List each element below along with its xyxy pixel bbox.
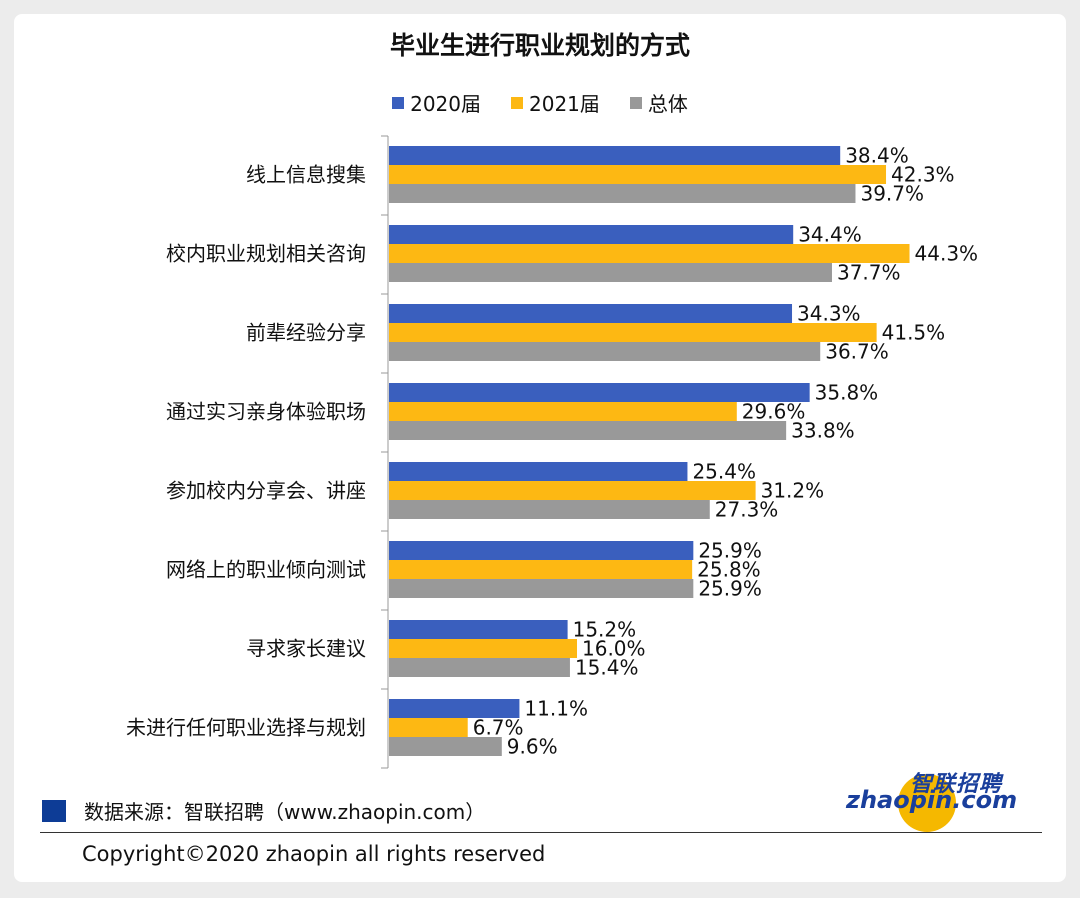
category-label: 校内职业规划相关咨询 — [166, 242, 366, 266]
bar — [389, 658, 570, 677]
bar — [389, 639, 577, 658]
legend-item-2020: 2020届 — [392, 88, 481, 117]
bar — [389, 421, 787, 440]
logo-english-text: zhaopin.com — [846, 786, 1018, 814]
data-label: 37.7% — [837, 261, 901, 285]
data-label: 27.3% — [715, 498, 779, 522]
bar — [389, 244, 910, 263]
legend-label-2020: 2020届 — [410, 92, 481, 116]
category-label: 前辈经验分享 — [246, 321, 366, 345]
data-label: 41.5% — [882, 321, 946, 345]
bar — [389, 500, 710, 519]
data-label: 34.4% — [798, 223, 862, 247]
source-swatch — [42, 799, 66, 822]
data-label: 11.1% — [524, 697, 588, 721]
bar — [389, 383, 810, 402]
category-label: 通过实习亲身体验职场 — [166, 400, 366, 424]
legend-label-overall: 总体 — [647, 92, 688, 116]
data-label: 16.0% — [582, 637, 646, 661]
data-label: 38.4% — [845, 144, 909, 168]
data-label: 36.7% — [825, 340, 889, 364]
category-label: 参加校内分享会、讲座 — [166, 479, 366, 503]
data-label: 31.2% — [761, 479, 825, 503]
zhaopin-logo: 智联招聘 zhaopin.com — [842, 766, 1022, 832]
data-label: 6.7% — [473, 716, 524, 740]
bar — [389, 225, 794, 244]
legend-swatch-2021 — [511, 96, 523, 109]
bar — [389, 462, 688, 481]
bar — [389, 541, 694, 560]
data-label: 34.3% — [797, 302, 861, 326]
chart-title: 毕业生进行职业规划的方式 — [389, 31, 690, 60]
bar — [389, 184, 856, 203]
source-text: 数据来源：智联招聘（www.zhaopin.com） — [84, 800, 486, 824]
data-label: 33.8% — [791, 419, 855, 443]
bar — [389, 402, 737, 421]
data-label: 25.9% — [698, 539, 762, 563]
legend-label-2021: 2021届 — [529, 92, 600, 116]
bar — [389, 323, 877, 342]
category-label: 寻求家长建议 — [246, 637, 366, 661]
data-label: 25.9% — [698, 577, 762, 601]
bar — [389, 481, 756, 500]
data-source: 数据来源：智联招聘（www.zhaopin.com） — [42, 796, 485, 825]
bar — [389, 263, 832, 282]
data-label: 9.6% — [507, 735, 558, 759]
data-label: 15.2% — [573, 618, 637, 642]
bar — [389, 342, 821, 361]
bar — [389, 579, 694, 598]
legend-item-overall: 总体 — [629, 88, 688, 117]
category-label: 未进行任何职业选择与规划 — [126, 716, 366, 740]
data-label: 25.8% — [697, 558, 761, 582]
category-label: 网络上的职业倾向测试 — [166, 558, 366, 582]
bar — [389, 718, 468, 737]
legend-swatch-2020 — [392, 96, 405, 109]
bar — [389, 146, 841, 165]
bar — [389, 737, 502, 756]
data-label: 29.6% — [742, 400, 806, 424]
bar — [389, 165, 887, 184]
footer-divider — [40, 832, 1042, 833]
logo-ball — [898, 774, 956, 832]
bar — [389, 304, 793, 323]
copyright-text: Copyright©2020 zhaopin all rights reserv… — [82, 842, 546, 866]
logo-chinese-text: 智联招聘 — [910, 772, 1003, 797]
data-label: 39.7% — [860, 182, 924, 206]
data-label: 25.4% — [692, 460, 756, 484]
bar — [389, 699, 520, 718]
data-label: 15.4% — [575, 656, 639, 680]
legend-item-2021: 2021届 — [511, 88, 600, 117]
bar — [389, 620, 568, 639]
category-label: 线上信息搜集 — [246, 163, 366, 187]
chart-legend: 2020届 2021届 总体 — [0, 88, 1080, 117]
data-label: 35.8% — [815, 381, 879, 405]
data-label: 44.3% — [915, 242, 979, 266]
bar — [389, 560, 693, 579]
legend-swatch-overall — [629, 96, 642, 109]
data-label: 42.3% — [891, 163, 955, 187]
